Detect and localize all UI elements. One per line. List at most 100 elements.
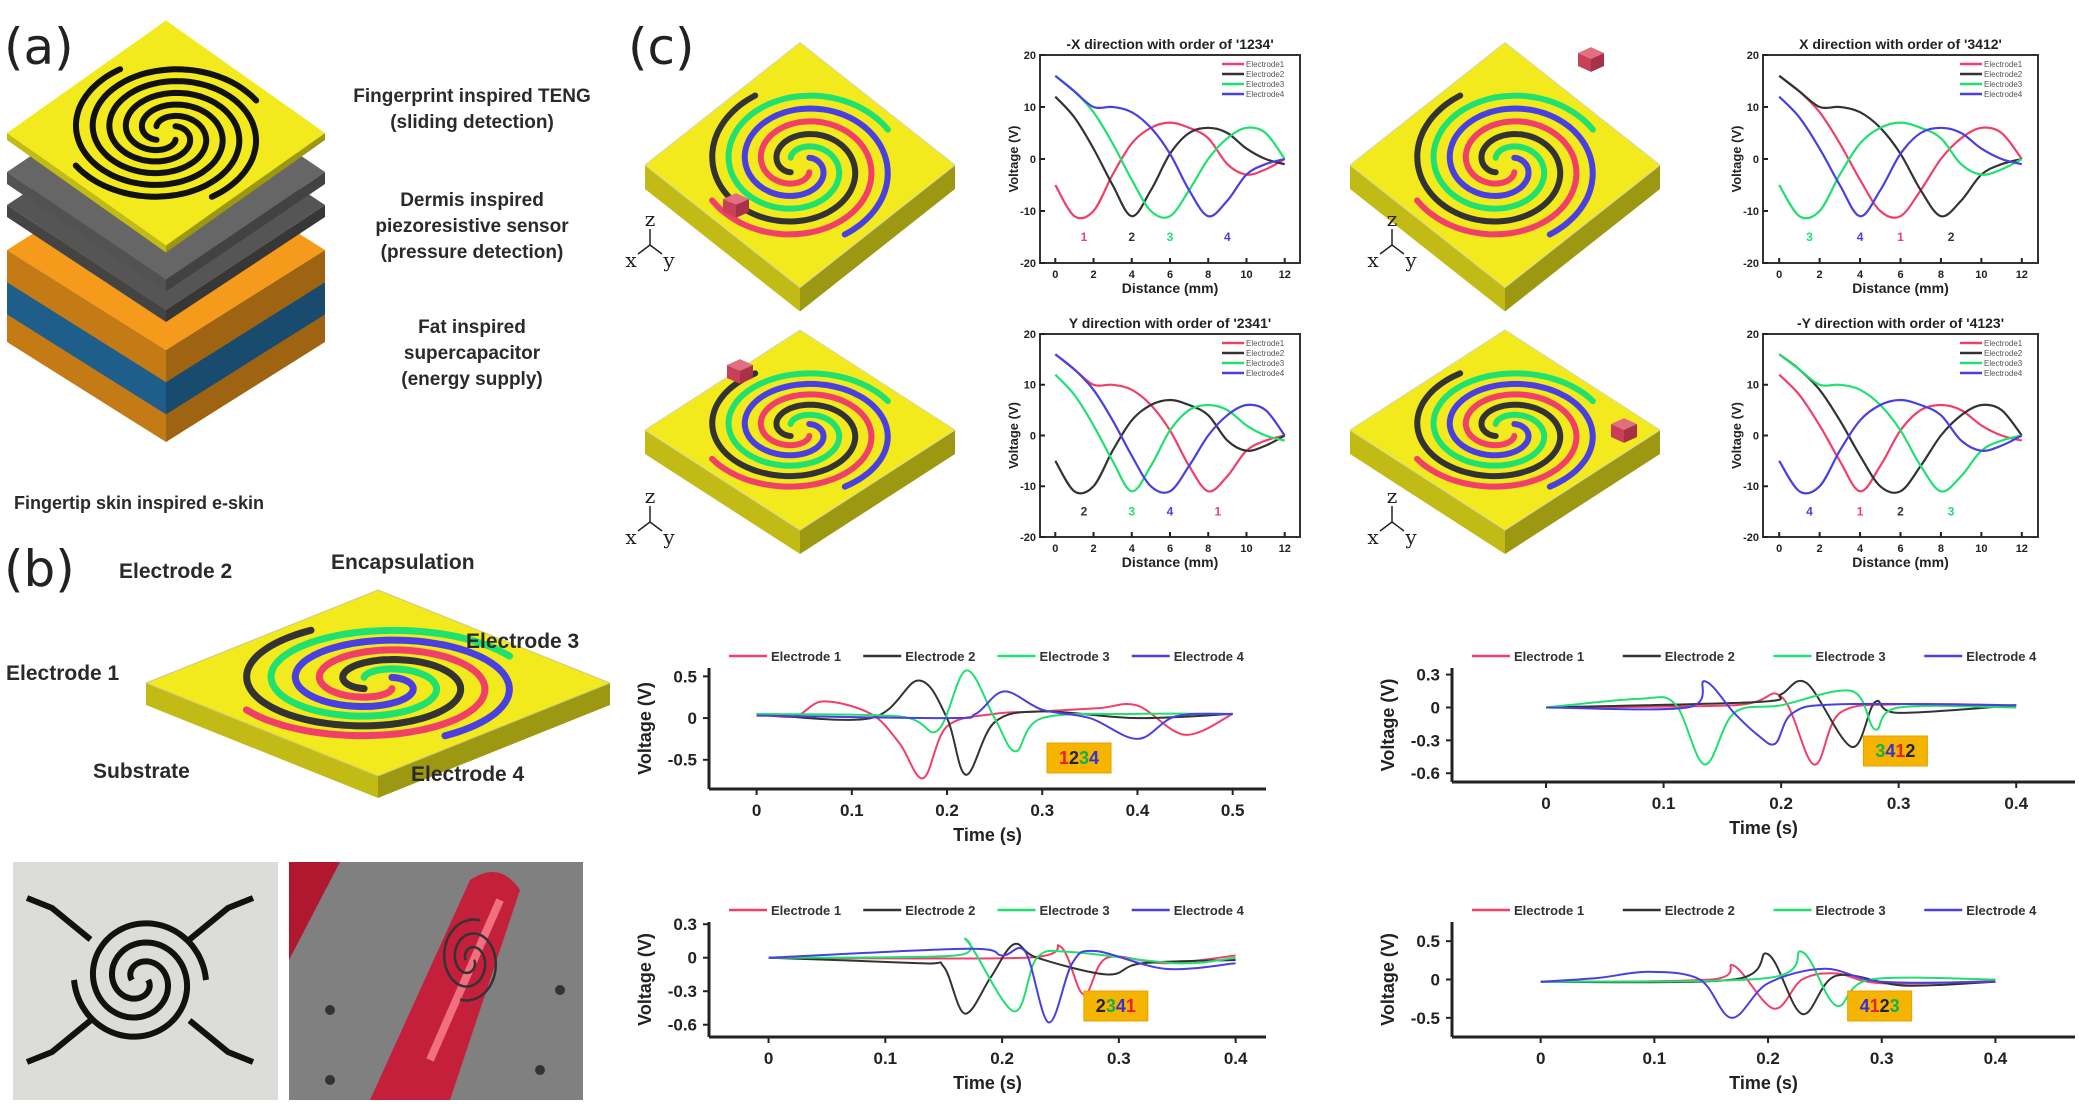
x-axis-line — [637, 244, 651, 255]
spiral-electrode-2 — [709, 92, 859, 225]
electrode-order-number: 4 — [1857, 230, 1864, 244]
x-tick-label: 0 — [1776, 269, 1782, 281]
order-badge — [1083, 990, 1149, 1022]
series-line-electrode-2 — [1545, 679, 2017, 748]
x-axis-title: Time (s) — [953, 1073, 1022, 1093]
sensor-layer-upper-left-face — [7, 172, 166, 292]
x-tick-label: 4 — [1857, 543, 1864, 555]
sliding-schematic-3: zx y — [625, 329, 956, 554]
x-axis-line — [637, 521, 651, 532]
y-axis-line — [649, 244, 663, 255]
x-tick-label: 0 — [1536, 1049, 1545, 1068]
series-line-electrode-3 — [1054, 74, 1286, 219]
photo-spiral-arm — [89, 920, 209, 1021]
electrode-order-number: 4 — [1806, 505, 1813, 519]
table-hole — [535, 1065, 545, 1075]
x-axis-line — [1379, 244, 1393, 255]
y-tick-label: 10 — [1024, 380, 1036, 392]
y-tick-label: 0.5 — [1416, 932, 1440, 951]
layer-label-sensor: Dermis inspired piezoresistive sensor (p… — [375, 188, 568, 266]
y-axis-title: Voltage (V) — [635, 682, 655, 775]
x-tick-label: 0 — [1052, 269, 1058, 281]
x-tick-label: 0.1 — [1652, 794, 1676, 813]
y-tick-label: -10 — [1743, 206, 1759, 218]
sliding-schematic-2: zx y — [1349, 41, 1661, 312]
legend-label: Electrode 1 — [1514, 903, 1584, 918]
electrode-order-number: 1 — [1081, 230, 1088, 244]
chart-2: X direction with order of '3412'0 2 4 6 8 10 1… — [1729, 36, 2039, 296]
label-electrode-2: Electrode 2 — [119, 560, 233, 583]
slider-cube-top — [727, 359, 753, 371]
legend-label: Electrode 1 — [1514, 649, 1584, 664]
x-tick-label: 10 — [1240, 269, 1252, 281]
x-tick-label: 10 — [1240, 543, 1252, 555]
x-axis-title: Distance (mm) — [1852, 554, 1948, 570]
electrode-order-number: 1 — [1214, 505, 1221, 519]
series-line-electrode-3 — [756, 669, 1233, 753]
y-axis-title: Voltage (V) — [635, 933, 655, 1026]
y-tick-label: -0.6 — [668, 1016, 697, 1035]
y-axis-line — [649, 521, 663, 532]
y-axis-title: Voltage (V) — [1006, 126, 1021, 193]
x-tick-label: 4 — [1857, 269, 1864, 281]
schematic-plate-right-face — [800, 430, 955, 554]
electrode-lead — [25, 1018, 93, 1065]
y-axis-line — [1391, 244, 1405, 255]
slider-cube-left — [1611, 424, 1624, 443]
device-schematic-b — [144, 589, 612, 798]
spiral-electrode-3 — [725, 370, 891, 469]
x-tick-label: 6 — [1897, 269, 1903, 281]
x-axis-title: Distance (mm) — [1122, 554, 1218, 570]
spiral-electrode-4 — [291, 636, 513, 740]
layer-sensor-line2: piezoresistive sensor — [375, 216, 569, 237]
spiral-electrode-3 — [267, 626, 514, 720]
y-axis-label: y — [1404, 525, 1417, 549]
device-plate-left-face — [146, 683, 378, 798]
photo-spiral-arm — [71, 939, 191, 1040]
x-tick-label: 0.2 — [990, 1049, 1014, 1068]
schematic-plate-top-face — [1349, 329, 1661, 531]
spiral-electrode-3 — [1430, 370, 1596, 469]
x-tick-label: 6 — [1167, 543, 1173, 555]
electrode-order-number: 3 — [1948, 505, 1955, 519]
legend-label: Electrode4 — [1984, 369, 2023, 378]
y-tick-label: 0 — [1431, 698, 1440, 717]
series-line-electrode-4 — [1545, 680, 2017, 746]
y-tick-label: -20 — [1743, 532, 1759, 544]
x-axis-label: x — [625, 525, 637, 549]
legend-label: Electrode 2 — [1665, 903, 1735, 918]
sliding-schematic-4: zx y — [1349, 329, 1661, 554]
x-tick-label: 0.3 — [1030, 801, 1054, 820]
chart-title: -X direction with order of '1234' — [1066, 36, 1273, 52]
legend-label: Electrode 3 — [1816, 903, 1886, 918]
schematic-plate-top-face — [1349, 41, 1661, 289]
teng-layer-top-face — [7, 20, 325, 246]
y-tick-label: 0 — [688, 949, 697, 968]
label-electrode-1: Electrode 1 — [6, 662, 120, 685]
spiral-electrode-2 — [243, 626, 465, 730]
layer-label-supercap: Fat inspired supercapacitor (energy supp… — [401, 315, 542, 393]
electrode-order-number: 4 — [1167, 505, 1174, 519]
order-digit: 3 — [1079, 748, 1089, 768]
x-tick-label: 0.4 — [2004, 794, 2028, 813]
x-tick-label: 2 — [1090, 269, 1096, 281]
order-badge-text: 4123 — [1860, 996, 1900, 1016]
y-axis-label: y — [662, 525, 675, 549]
y-tick-label: 0.3 — [1416, 666, 1440, 685]
x-axis-title: Time (s) — [1729, 818, 1798, 838]
legend-label: Electrode 3 — [1040, 649, 1110, 664]
legend-label: Electrode4 — [1246, 90, 1285, 99]
slider-cube-left — [723, 199, 736, 218]
chart-3: Y direction with order of '2341'0 2 4 6 8 10 1… — [1006, 315, 1301, 570]
legend-label: Electrode3 — [1246, 80, 1285, 89]
x-tick-label: 0 — [752, 801, 761, 820]
order-digit: 1 — [1126, 996, 1136, 1016]
table-hole — [325, 1005, 335, 1015]
series-line-electrode-3 — [1545, 689, 2017, 766]
series-line-electrode-4 — [1778, 95, 2023, 218]
series-line-electrode-2 — [1054, 95, 1285, 218]
electrode-order-number: 4 — [1224, 230, 1231, 244]
legend-label: Electrode3 — [1984, 80, 2023, 89]
y-axis-title: Voltage (V) — [1378, 679, 1398, 772]
electrode-order-number: 3 — [1128, 505, 1135, 519]
